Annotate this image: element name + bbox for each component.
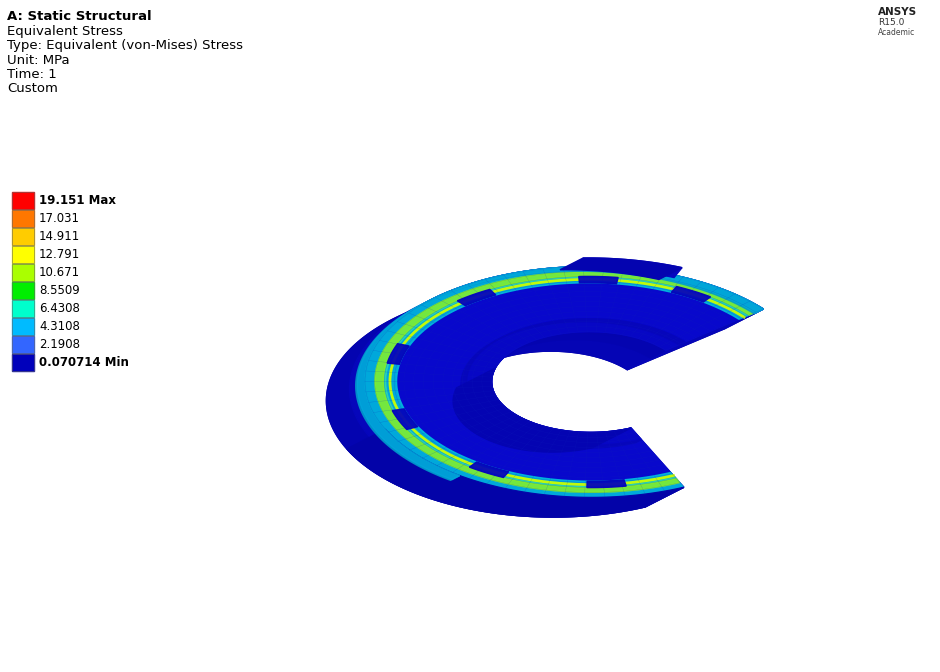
Bar <box>12 192 34 209</box>
Text: 17.031: 17.031 <box>39 212 80 225</box>
Polygon shape <box>461 319 685 448</box>
Bar <box>12 228 34 245</box>
Polygon shape <box>375 271 756 493</box>
Bar <box>12 336 34 353</box>
Bar <box>12 210 34 227</box>
Polygon shape <box>350 267 763 483</box>
Polygon shape <box>512 322 636 337</box>
Text: Type: Equivalent (von-Mises) Stress: Type: Equivalent (von-Mises) Stress <box>7 39 243 52</box>
Text: Time: 1: Time: 1 <box>7 68 56 81</box>
Polygon shape <box>477 331 666 431</box>
Polygon shape <box>504 285 664 333</box>
Bar <box>12 246 34 263</box>
Text: R15.0: R15.0 <box>878 18 904 27</box>
Polygon shape <box>592 428 683 507</box>
Polygon shape <box>453 331 666 452</box>
Bar <box>12 336 34 353</box>
Bar <box>12 192 34 209</box>
Bar <box>12 228 34 245</box>
Bar <box>12 318 34 335</box>
Polygon shape <box>326 286 725 517</box>
Text: 2.1908: 2.1908 <box>39 338 80 351</box>
Text: 14.911: 14.911 <box>39 230 80 243</box>
Text: 0.070714 Min: 0.070714 Min <box>39 356 129 369</box>
Polygon shape <box>375 271 756 493</box>
Text: 12.791: 12.791 <box>39 248 80 261</box>
Bar <box>12 354 34 371</box>
Polygon shape <box>453 368 631 452</box>
Polygon shape <box>357 267 763 480</box>
Text: 19.151 Max: 19.151 Max <box>39 194 116 207</box>
Text: 4.3108: 4.3108 <box>39 320 80 333</box>
Bar <box>12 318 34 335</box>
Text: 8.5509: 8.5509 <box>39 284 80 297</box>
Bar <box>12 210 34 227</box>
Text: ANSYS: ANSYS <box>878 7 917 17</box>
Text: Academic: Academic <box>878 28 916 37</box>
Polygon shape <box>583 258 682 278</box>
Polygon shape <box>579 276 619 284</box>
Polygon shape <box>457 290 495 306</box>
Bar <box>12 300 34 317</box>
Text: 10.671: 10.671 <box>39 266 80 279</box>
Bar <box>12 282 34 299</box>
Text: 6.4308: 6.4308 <box>39 302 80 315</box>
Polygon shape <box>326 267 763 517</box>
Polygon shape <box>365 267 763 497</box>
Polygon shape <box>587 480 626 488</box>
Text: Unit: MPa: Unit: MPa <box>7 54 70 67</box>
Polygon shape <box>523 271 682 307</box>
Bar <box>12 264 34 281</box>
Polygon shape <box>355 267 763 480</box>
Bar <box>12 300 34 317</box>
Polygon shape <box>392 409 418 429</box>
Bar <box>12 354 34 371</box>
Bar <box>12 264 34 281</box>
Polygon shape <box>387 343 409 364</box>
Polygon shape <box>560 258 682 280</box>
Polygon shape <box>469 462 509 478</box>
Text: A: Static Structural: A: Static Structural <box>7 10 151 23</box>
Polygon shape <box>627 309 763 370</box>
Polygon shape <box>365 267 763 497</box>
Text: Equivalent Stress: Equivalent Stress <box>7 24 123 38</box>
Polygon shape <box>347 429 683 517</box>
Bar <box>12 282 34 299</box>
Polygon shape <box>466 319 685 446</box>
Polygon shape <box>671 286 711 302</box>
Bar <box>12 246 34 263</box>
Text: Custom: Custom <box>7 83 58 95</box>
